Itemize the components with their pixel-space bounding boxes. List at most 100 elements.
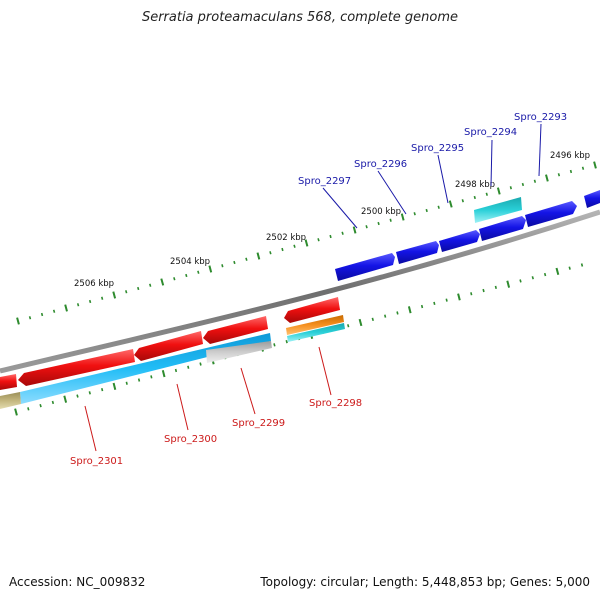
label-leader [318, 346, 332, 396]
minor-tick [185, 273, 188, 278]
minor-tick [347, 324, 350, 328]
reverse-strand-features [0, 297, 345, 409]
minor-tick [52, 309, 56, 313]
minor-tick [281, 247, 284, 252]
minor-tick [581, 166, 585, 170]
gene-label-spro-2296[interactable]: Spro_2296 [354, 159, 407, 170]
minor-tick [199, 362, 202, 366]
scale-label: 2502 kbp [266, 233, 306, 243]
major-tick [407, 306, 412, 314]
minor-tick [137, 378, 141, 382]
minor-tick [88, 391, 91, 395]
reverse-orange-feature[interactable] [286, 315, 344, 335]
minor-tick [580, 263, 584, 267]
minor-tick [174, 368, 178, 373]
major-tick [400, 213, 405, 221]
gene-label-spro-2295[interactable]: Spro_2295 [411, 143, 464, 154]
minor-tick [425, 208, 428, 213]
scale-label: 2504 kbp [170, 257, 210, 267]
minor-tick [377, 221, 380, 226]
major-tick [112, 291, 117, 299]
major-tick [64, 304, 68, 312]
minor-tick [27, 407, 30, 411]
reverse-khaki-feature[interactable] [0, 392, 21, 409]
reverse-cds-arrow[interactable] [18, 349, 135, 386]
major-tick [16, 317, 20, 325]
major-tick [506, 280, 511, 288]
reverse-cds-arrow[interactable] [134, 331, 203, 361]
reverse-cds-arrow[interactable] [203, 316, 268, 344]
minor-tick [461, 199, 464, 203]
label-leader [322, 187, 358, 229]
outer-scale-ticks [16, 161, 597, 325]
minor-tick [389, 218, 392, 222]
major-tick [14, 408, 18, 416]
major-tick [63, 395, 68, 403]
gene-label-spro-2298[interactable]: Spro_2298 [309, 398, 362, 409]
major-tick [208, 265, 213, 273]
minor-tick [521, 182, 525, 187]
forward-cds-arrow[interactable] [439, 230, 480, 252]
minor-tick [28, 316, 32, 320]
minor-tick [245, 257, 248, 261]
major-tick [448, 200, 453, 208]
reverse-gray-feature[interactable] [206, 341, 272, 363]
gene-label-spro-2294[interactable]: Spro_2294 [464, 127, 517, 138]
gene-label-spro-2300[interactable]: Spro_2300 [164, 434, 217, 445]
map-title: Serratia proteamaculans 568, complete ge… [141, 10, 459, 25]
scale-label: 2498 kbp [455, 180, 495, 190]
minor-tick [76, 394, 79, 398]
gene-label-spro-2301[interactable]: Spro_2301 [70, 456, 123, 467]
minor-tick [437, 205, 440, 209]
minor-tick [125, 381, 128, 385]
major-tick [593, 161, 597, 169]
minor-tick [533, 179, 537, 183]
label-leader [490, 139, 493, 187]
minor-tick [519, 279, 522, 283]
minor-tick [485, 192, 488, 196]
major-tick [352, 226, 357, 234]
minor-tick [371, 317, 374, 322]
minor-tick [293, 244, 296, 248]
reverse-cds-arrow[interactable] [0, 374, 17, 390]
label-leader [377, 170, 407, 215]
minor-tick [221, 264, 224, 268]
forward-strand-features [335, 190, 600, 281]
forward-cds-arrow[interactable] [584, 190, 600, 208]
major-tick [304, 239, 309, 247]
gene-label-spro-2297[interactable]: Spro_2297 [298, 176, 351, 187]
major-tick [545, 174, 549, 182]
minor-tick [137, 286, 140, 291]
forward-misc-feature[interactable] [474, 197, 522, 223]
major-tick [457, 293, 461, 301]
minor-tick [445, 298, 448, 302]
minor-tick [413, 212, 416, 216]
minor-tick [40, 312, 44, 317]
minor-tick [273, 343, 276, 347]
reverse-cds-arrow[interactable] [284, 297, 340, 323]
minor-tick [125, 290, 128, 294]
minor-tick [509, 186, 512, 190]
forward-cds-arrow[interactable] [335, 253, 395, 281]
gene-label-spro-2299[interactable]: Spro_2299 [232, 418, 285, 429]
forward-cds-arrow[interactable] [525, 201, 577, 227]
minor-tick [269, 251, 272, 255]
minor-tick [150, 375, 153, 379]
minor-tick [341, 231, 344, 235]
minor-tick [494, 285, 497, 289]
gene-label-spro-2293[interactable]: Spro_2293 [514, 112, 567, 123]
minor-tick [433, 301, 436, 305]
major-tick [112, 382, 117, 391]
label-leader [240, 367, 256, 415]
forward-cds-arrow[interactable] [479, 216, 526, 241]
forward-cds-arrow[interactable] [396, 241, 439, 264]
minor-tick [531, 276, 534, 280]
major-tick [496, 187, 501, 195]
major-tick [358, 318, 363, 327]
genome-summary-text: Topology: circular; Length: 5,448,853 bp… [260, 575, 590, 589]
minor-tick [569, 169, 573, 174]
scale-label: 2496 kbp [550, 151, 590, 161]
major-tick [161, 370, 166, 378]
reverse-cyan-feature[interactable] [287, 323, 345, 342]
